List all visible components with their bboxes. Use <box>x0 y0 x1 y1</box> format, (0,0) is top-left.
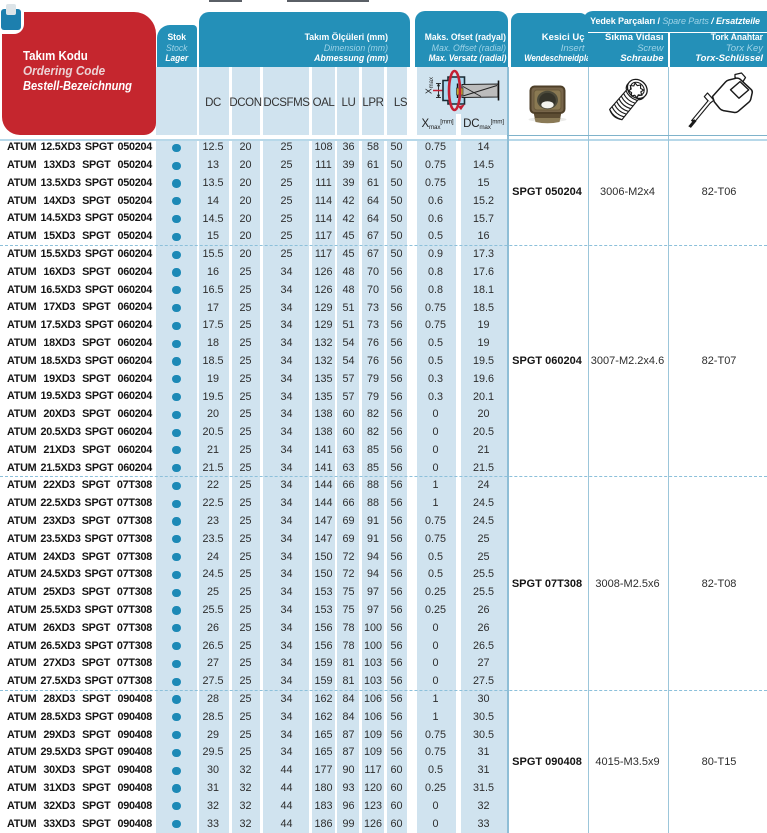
svg-text:Xmax: Xmax <box>424 77 436 94</box>
